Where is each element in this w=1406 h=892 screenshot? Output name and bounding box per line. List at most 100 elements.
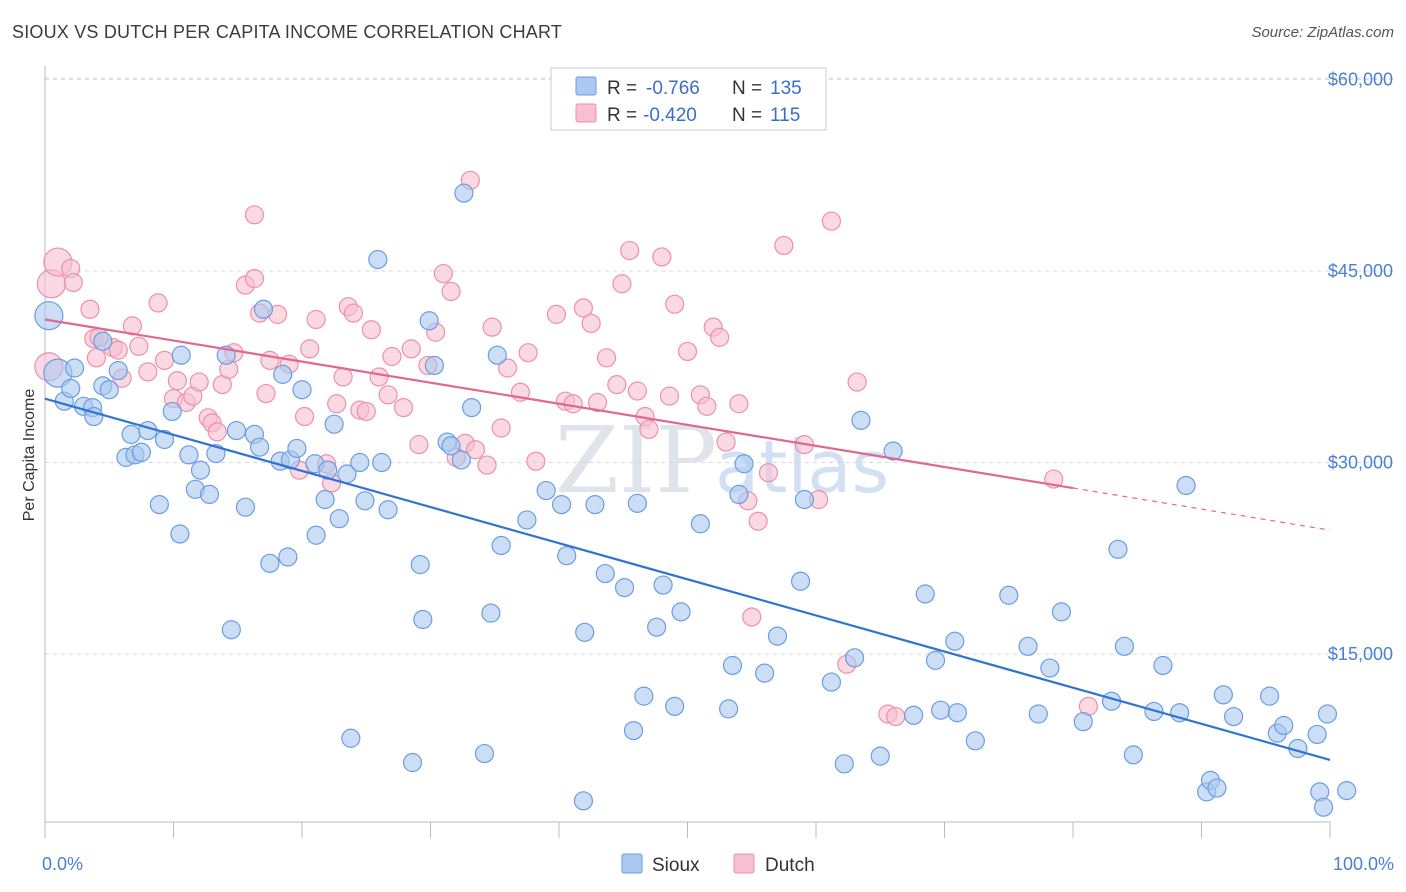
sioux-point-100 xyxy=(915,584,935,604)
bottom-legend-swatch-dutch xyxy=(733,853,755,874)
axes xyxy=(44,66,1331,838)
sioux-point-74 xyxy=(585,495,605,515)
sioux-point-69 xyxy=(536,480,556,501)
dutch-point-53 xyxy=(401,339,421,359)
sioux-point-78 xyxy=(627,493,647,513)
dutch-trend-line xyxy=(44,318,1074,490)
sioux-point-16 xyxy=(138,420,158,441)
dutch-point-38 xyxy=(300,339,320,359)
dutch-point-10 xyxy=(108,340,128,360)
sioux-point-102 xyxy=(931,700,951,720)
sioux-point-122 xyxy=(1207,778,1227,798)
sioux-point-79 xyxy=(634,686,654,706)
sioux-point-24 xyxy=(190,460,211,480)
sioux-point-66 xyxy=(487,345,507,365)
sioux-point-57 xyxy=(419,311,439,331)
sioux-point-63 xyxy=(462,397,482,418)
sioux-point-20 xyxy=(170,524,190,544)
dutch-point-15 xyxy=(148,293,168,313)
dutch-point-86 xyxy=(677,341,698,362)
sioux-point-95 xyxy=(844,648,865,668)
sioux-point-13 xyxy=(121,424,141,445)
sioux-point-25 xyxy=(199,484,220,505)
sioux-point-52 xyxy=(372,452,392,473)
legend-sioux-r-value: -0.766 xyxy=(646,78,700,99)
dutch-trend-line-extension xyxy=(1072,487,1331,531)
sioux-point-83 xyxy=(671,602,691,622)
sioux-point-114 xyxy=(1114,636,1135,656)
sioux-point-62 xyxy=(454,183,474,203)
sioux-point-70 xyxy=(551,495,572,515)
sioux-point-99 xyxy=(904,705,924,725)
sioux-point-110 xyxy=(1051,602,1072,622)
sioux-point-105 xyxy=(965,731,985,751)
dutch-point-47 xyxy=(356,401,376,422)
sioux-point-92 xyxy=(794,489,815,510)
sioux-point-29 xyxy=(226,420,247,441)
dutch-point-21 xyxy=(189,372,209,392)
legend-dutch-r-label: R = xyxy=(607,105,637,126)
dutch-point-45 xyxy=(343,303,363,323)
sioux-point-71 xyxy=(557,546,577,566)
sioux-point-56 xyxy=(413,609,433,630)
sioux-point-115 xyxy=(1123,745,1143,765)
y-tick-label-0: $15,000 xyxy=(1328,644,1393,664)
sioux-point-131 xyxy=(1313,797,1334,817)
sioux-point-51 xyxy=(368,249,388,270)
sioux-point-54 xyxy=(402,752,423,773)
y-tick-label-3: $60,000 xyxy=(1328,69,1393,89)
dutch-point-90 xyxy=(710,327,730,347)
sioux-trend-line xyxy=(44,397,1331,762)
sioux-point-108 xyxy=(1028,704,1048,724)
dutch-point-77 xyxy=(607,375,627,395)
chart-title: SIOUX VS DUTCH PER CAPITA INCOME CORRELA… xyxy=(12,22,563,42)
sioux-point-73 xyxy=(573,791,594,811)
dutch-point-95 xyxy=(748,511,768,531)
sioux-point-15 xyxy=(131,442,151,462)
sioux-point-53 xyxy=(378,500,398,520)
dutch-point-31 xyxy=(244,205,265,225)
dutch-point-37 xyxy=(294,406,315,427)
sioux-point-46 xyxy=(329,509,349,529)
sioux-point-37 xyxy=(278,547,298,567)
sioux-point-129 xyxy=(1307,724,1327,745)
dutch-point-14 xyxy=(138,362,158,382)
sioux-point-55 xyxy=(410,555,430,575)
dutch-point-96 xyxy=(758,463,779,483)
sioux-point-34 xyxy=(260,553,280,573)
sioux-point-0 xyxy=(34,301,64,331)
dutch-point-88 xyxy=(697,396,717,416)
sioux-point-75 xyxy=(595,563,615,584)
sioux-point-45 xyxy=(324,414,344,434)
sioux-point-125 xyxy=(1260,686,1280,706)
sioux-point-86 xyxy=(722,655,743,676)
sioux-point-4 xyxy=(64,358,85,378)
bottom-legend-sioux-label: Sioux xyxy=(652,855,700,876)
dutch-point-78 xyxy=(612,274,632,294)
sioux-point-42 xyxy=(306,525,326,545)
sioux-point-33 xyxy=(253,299,274,319)
sioux-point-58 xyxy=(424,355,444,376)
sioux-point-40 xyxy=(292,380,312,400)
y-axis-label: Per Capita Income xyxy=(21,389,38,522)
sioux-point-43 xyxy=(315,489,335,510)
dutch-point-85 xyxy=(665,294,685,314)
sioux-point-39 xyxy=(287,438,307,459)
dutch-point-5 xyxy=(80,299,100,319)
dutch-point-4 xyxy=(63,272,83,293)
sioux-point-117 xyxy=(1153,655,1173,676)
sioux-point-98 xyxy=(883,441,903,461)
dutch-point-100 xyxy=(821,211,842,231)
dutch-point-29 xyxy=(244,269,265,289)
dutch-point-13 xyxy=(129,336,149,356)
legend-dutch-n-label: N = xyxy=(732,105,762,126)
sioux-point-94 xyxy=(834,754,854,774)
dutch-point-70 xyxy=(546,304,567,324)
dutch-point-79 xyxy=(620,240,640,261)
sioux-point-68 xyxy=(517,510,537,530)
dutch-point-43 xyxy=(333,367,353,387)
dutch-point-73 xyxy=(573,298,594,318)
dutch-point-102 xyxy=(847,372,867,392)
sioux-point-82 xyxy=(665,696,685,716)
